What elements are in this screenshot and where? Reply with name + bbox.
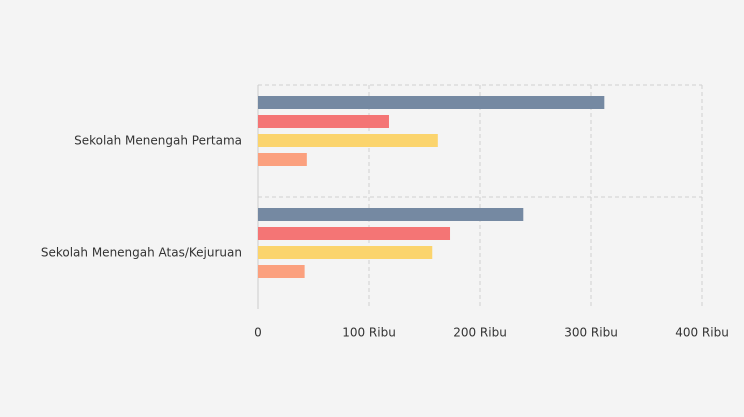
x-tick-label: 0 bbox=[254, 326, 262, 340]
y-tick-label: Sekolah Menengah Pertama bbox=[74, 134, 242, 148]
bar bbox=[258, 227, 451, 240]
y-tick-label: Sekolah Menengah Atas/Kejuruan bbox=[41, 246, 242, 260]
x-tick-label: 400 Ribu bbox=[675, 326, 729, 340]
bar bbox=[258, 265, 305, 278]
bar bbox=[258, 208, 524, 221]
bar bbox=[258, 246, 433, 259]
x-tick-label: 100 Ribu bbox=[342, 326, 396, 340]
bar bbox=[258, 115, 389, 128]
bar bbox=[258, 134, 438, 147]
bar bbox=[258, 96, 605, 109]
x-tick-label: 200 Ribu bbox=[453, 326, 507, 340]
x-tick-label: 300 Ribu bbox=[564, 326, 618, 340]
bar bbox=[258, 153, 307, 166]
